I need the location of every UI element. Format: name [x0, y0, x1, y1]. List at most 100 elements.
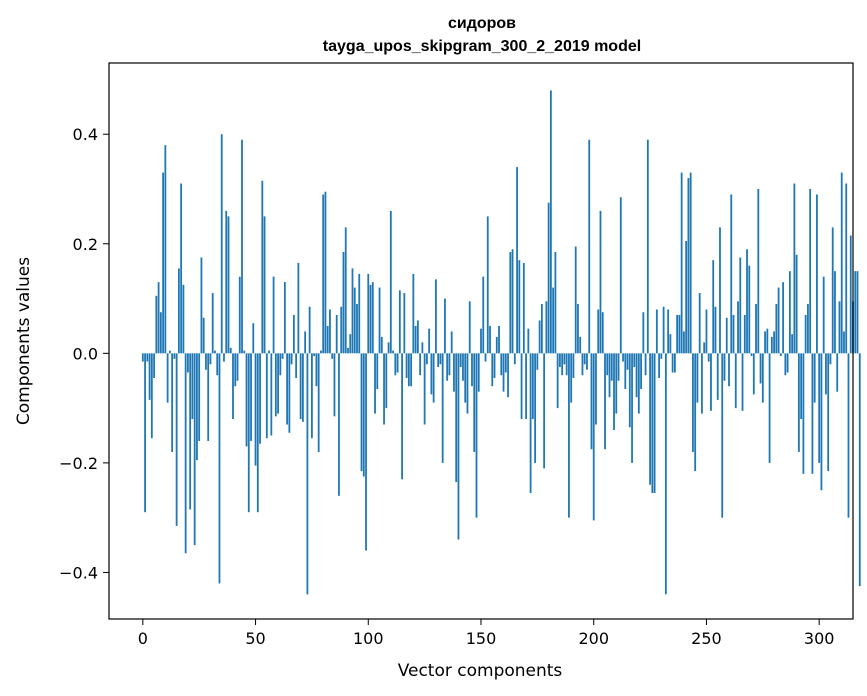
- bar-234: [669, 334, 672, 354]
- bar-74: [308, 306, 311, 354]
- bar-9: [162, 172, 165, 354]
- bar-153: [486, 216, 489, 354]
- bar-171: [527, 328, 530, 354]
- bar-214: [624, 353, 627, 389]
- bar-76: [313, 353, 316, 357]
- bar-114: [398, 290, 401, 354]
- bar-63: [283, 282, 286, 354]
- bar-69: [297, 262, 300, 354]
- bar-240: [683, 331, 685, 354]
- bar-258: [723, 353, 726, 381]
- bar-72: [304, 331, 307, 354]
- bar-280: [773, 331, 775, 354]
- bar-281: [775, 304, 778, 354]
- bar-180: [547, 202, 550, 354]
- bar-81: [324, 191, 327, 354]
- bar-284: [782, 282, 785, 354]
- bar-286: [786, 353, 789, 373]
- bar-192: [574, 246, 577, 354]
- bar-161: [504, 353, 507, 373]
- bar-100: [367, 273, 370, 354]
- bar-276: [764, 331, 766, 354]
- bar-141: [459, 353, 462, 368]
- bar-99: [365, 353, 367, 551]
- bar-55: [265, 353, 268, 439]
- bar-48: [250, 353, 252, 441]
- bar-166: [516, 167, 518, 354]
- bar-98: [362, 353, 365, 477]
- bar-172: [529, 353, 532, 494]
- bar-156: [493, 353, 496, 378]
- bar-108: [385, 353, 388, 409]
- bar-52: [259, 353, 261, 444]
- bar-248: [701, 353, 703, 414]
- bar-260: [728, 353, 730, 387]
- bar-16: [177, 268, 180, 354]
- bar-61: [279, 353, 282, 376]
- bar-54: [263, 216, 266, 354]
- bar-282: [777, 287, 780, 354]
- bar-68: [295, 353, 298, 378]
- bar-238: [678, 314, 681, 354]
- bar-176: [538, 320, 541, 354]
- bar-300: [818, 353, 821, 463]
- x-tick-label: 300: [804, 629, 835, 648]
- bar-290: [795, 254, 798, 354]
- bar-293: [802, 353, 805, 474]
- bar-317: [856, 271, 859, 354]
- bar-148: [475, 353, 478, 518]
- bar-35: [220, 134, 223, 354]
- bar-129: [432, 353, 435, 403]
- bar-306: [831, 227, 834, 354]
- bar-77: [315, 353, 318, 387]
- bar-184: [556, 353, 559, 409]
- bars-group: [141, 90, 861, 595]
- bar-266: [741, 353, 744, 411]
- y-axis-label: Components values: [14, 257, 34, 425]
- bar-32: [214, 350, 216, 354]
- bar-94: [353, 287, 356, 354]
- bar-83: [329, 309, 331, 354]
- plot-frame: [108, 62, 854, 620]
- bar-29: [207, 353, 210, 441]
- bar-162: [507, 353, 509, 398]
- bar-30: [209, 353, 212, 365]
- bar-56: [268, 350, 270, 354]
- bar-144: [466, 353, 469, 414]
- bar-304: [827, 353, 830, 472]
- bar-285: [784, 353, 787, 376]
- bar-44: [241, 139, 243, 354]
- bar-270: [750, 353, 753, 357]
- bar-254: [714, 306, 717, 354]
- bar-85: [333, 353, 336, 417]
- y-axis-ticks: −0.4 −0.2 0.0 0.2 0.4: [59, 125, 109, 582]
- bar-130: [435, 279, 437, 354]
- bar-66: [290, 353, 293, 365]
- bar-152: [484, 353, 487, 362]
- bar-218: [633, 353, 636, 368]
- bar-8: [159, 312, 162, 354]
- bar-127: [428, 328, 431, 354]
- bar-75: [311, 353, 313, 439]
- bar-4: [150, 353, 153, 439]
- bar-200: [592, 353, 595, 521]
- bar-235: [671, 353, 674, 373]
- bar-112: [394, 353, 397, 376]
- y-tick-label: 0.0: [73, 344, 98, 363]
- bar-189: [568, 353, 570, 518]
- bar-104: [376, 353, 379, 389]
- bar-195: [581, 353, 584, 376]
- bar-23: [193, 353, 196, 546]
- bar-294: [804, 314, 807, 354]
- bar-255: [716, 353, 719, 400]
- bar-199: [590, 353, 593, 450]
- x-tick-label: 0: [138, 629, 148, 648]
- bar-136: [448, 353, 451, 376]
- bar-201: [595, 353, 597, 425]
- bar-178: [543, 353, 546, 469]
- bar-131: [437, 353, 440, 368]
- bar-139: [455, 353, 458, 483]
- bar-209: [613, 353, 615, 431]
- bar-183: [554, 251, 557, 354]
- bar-140: [457, 353, 460, 540]
